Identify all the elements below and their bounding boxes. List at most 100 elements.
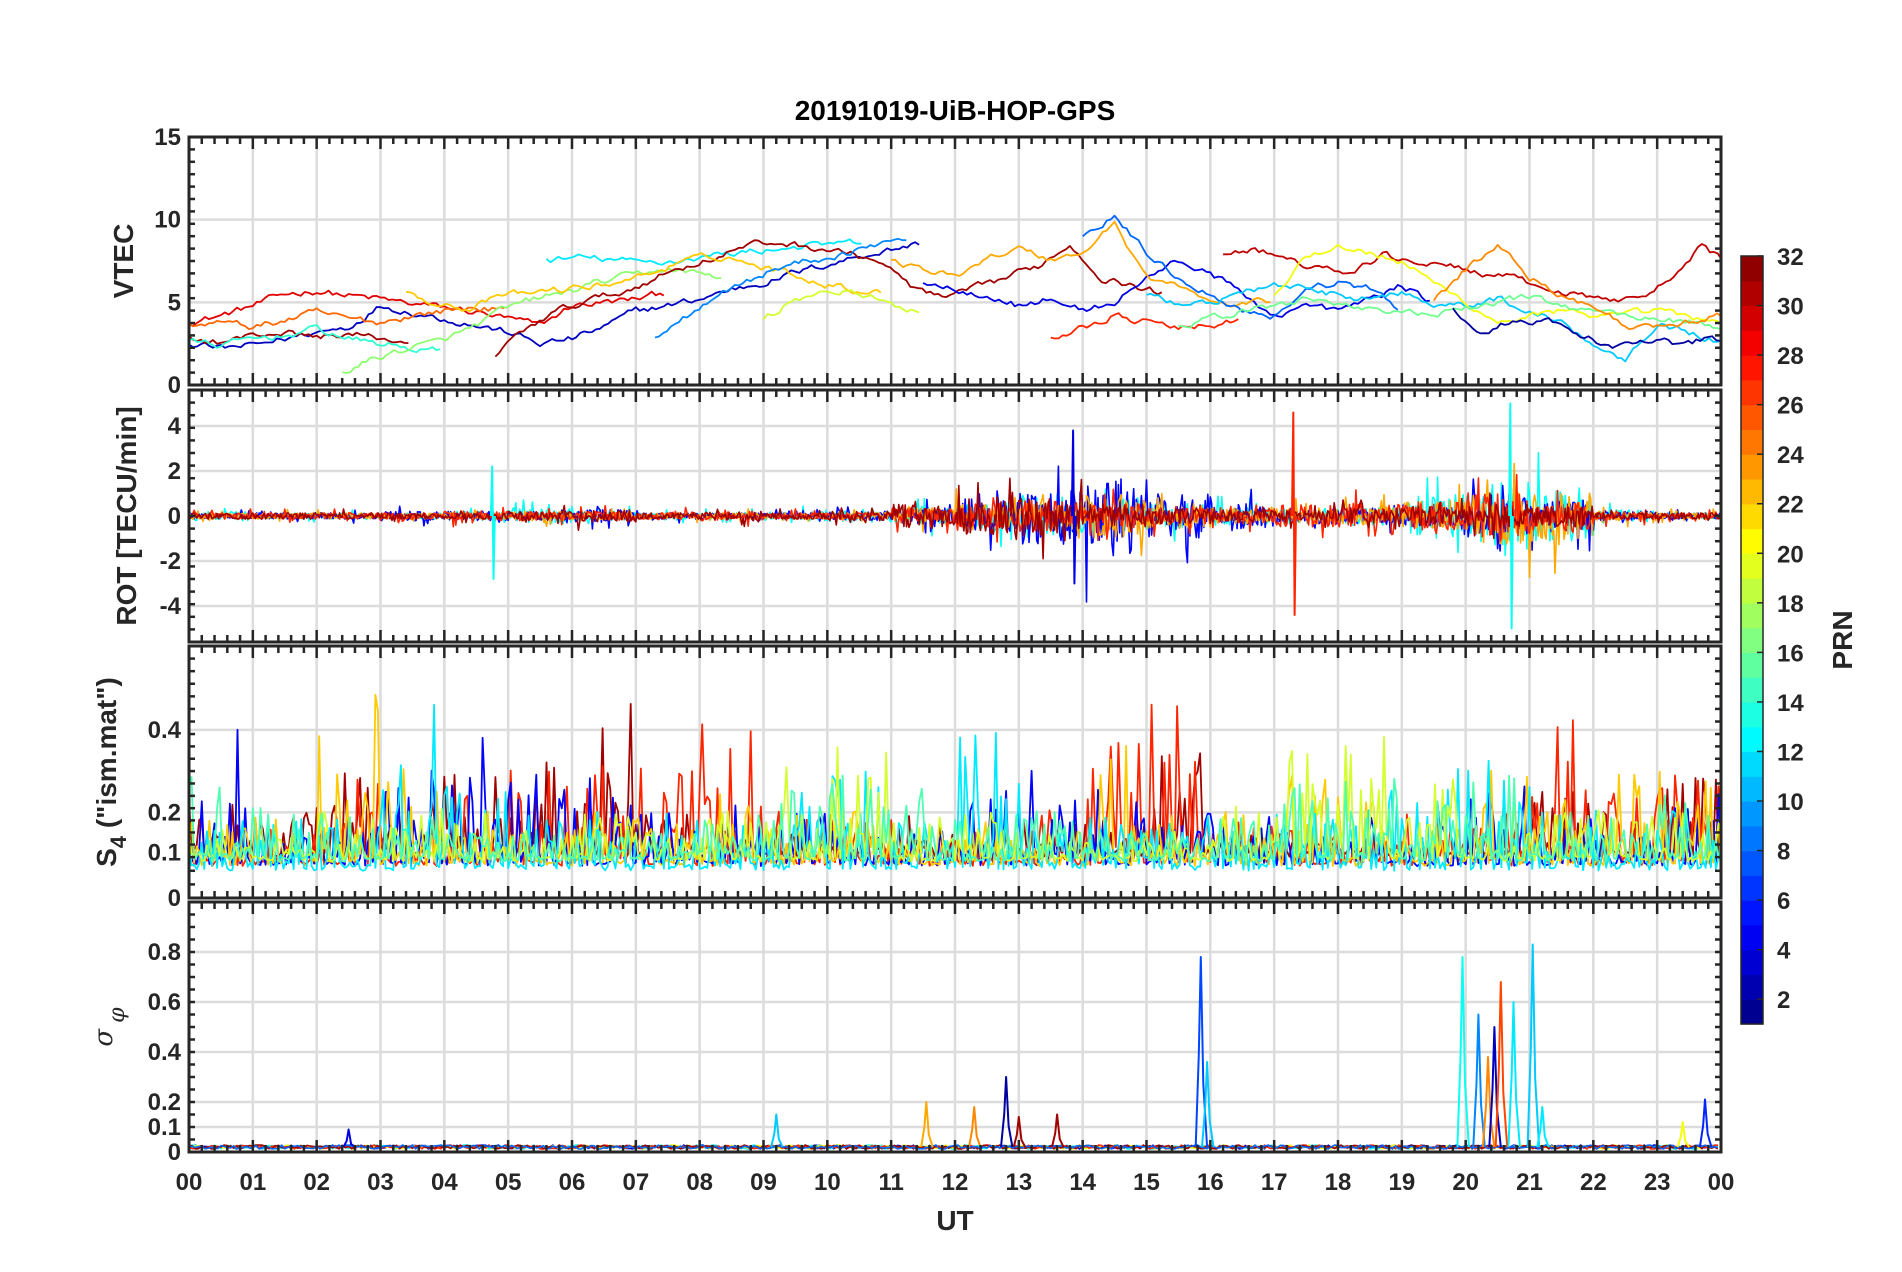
series-prn-30 — [1223, 243, 1721, 303]
colorbar-band — [1741, 652, 1763, 678]
x-tick-label: 00 — [176, 1169, 203, 1196]
x-tick-label: 07 — [622, 1169, 649, 1196]
series-group — [189, 943, 1719, 1150]
x-tick-label: 20 — [1452, 1169, 1479, 1196]
series-prn-13 — [489, 465, 496, 580]
x-tick-label: 15 — [1133, 1169, 1160, 1196]
y-tick-label: 0 — [168, 372, 181, 399]
y-tick-label: 0.1 — [148, 1114, 181, 1141]
series-prn-12 — [1507, 1001, 1521, 1148]
series-prn-16 — [1178, 293, 1721, 331]
colorbar-band — [1741, 726, 1763, 753]
series-prn-17 — [342, 267, 722, 374]
chart-title: 20191019-UiB-HOP-GPS — [795, 95, 1116, 126]
colorbar-band — [1741, 578, 1763, 604]
y-tick-label: 0.8 — [148, 939, 181, 966]
colorbar-tick-label: 26 — [1777, 393, 1804, 420]
y-tick-label: 2 — [168, 458, 181, 485]
y-tick-label: 0.4 — [148, 717, 182, 744]
y-tick-label: 0.1 — [148, 840, 181, 867]
colorbar-tick-label: 22 — [1777, 492, 1804, 519]
series-prn-20 — [1273, 243, 1721, 325]
y-tick-label: 5 — [168, 289, 181, 316]
x-tick-label: 04 — [431, 1169, 458, 1196]
x-tick-label: 10 — [814, 1169, 841, 1196]
colorbar-band — [1741, 999, 1763, 1025]
y-tick-label: 4 — [168, 413, 182, 440]
y-tick-label: 15 — [154, 124, 181, 151]
series-prn-11 — [770, 1113, 784, 1148]
y-tick-label: -4 — [160, 593, 182, 620]
colorbar-band — [1741, 280, 1763, 307]
colorbar-band — [1741, 602, 1763, 629]
colorbar-tick-label: 20 — [1777, 541, 1804, 568]
x-tick-label: 21 — [1516, 1169, 1543, 1196]
colorbar-band — [1741, 404, 1763, 431]
x-tick-label: 17 — [1261, 1169, 1288, 1196]
y-tick-label: 0 — [168, 885, 181, 912]
series-prn-25 — [189, 306, 505, 331]
colorbar-band — [1741, 875, 1763, 901]
panel-rot: -4 -2 0 2 4 ROT [TECU/min] — [111, 388, 1723, 644]
colorbar-band — [1741, 974, 1763, 1000]
y-tick-label: -2 — [160, 548, 181, 575]
series-prn-11 — [1201, 1061, 1215, 1148]
colorbar-tick-label: 4 — [1777, 938, 1791, 965]
series-group — [189, 402, 1721, 630]
colorbar-band — [1741, 305, 1763, 331]
colorbar-tick-label: 10 — [1777, 789, 1804, 816]
series-prn-22 — [405, 252, 882, 313]
y-tick-label: 0.4 — [148, 1039, 182, 1066]
x-tick-label: 19 — [1388, 1169, 1415, 1196]
series-prn-24 — [1433, 243, 1721, 331]
series-prn-9 — [1472, 1013, 1486, 1148]
colorbar-band — [1741, 677, 1763, 703]
series-prn-31 — [189, 477, 1721, 560]
x-tick-label: 03 — [367, 1169, 394, 1196]
series-prn-15 — [189, 774, 1721, 863]
colorbar-tick-label: 18 — [1777, 591, 1804, 618]
series-prn-2 — [1000, 1076, 1014, 1148]
colorbar-band — [1741, 454, 1763, 480]
y-tick-label: 0.6 — [148, 989, 181, 1016]
colorbar-band — [1741, 949, 1763, 976]
y-tick-label: 0 — [168, 1139, 181, 1166]
x-tick-label: 12 — [942, 1169, 969, 1196]
series-prn-31 — [1012, 1116, 1027, 1148]
colorbar-tick-label: 14 — [1777, 690, 1804, 717]
series-prn-31 — [494, 239, 1163, 358]
colorbar-tick-label: 24 — [1777, 442, 1804, 469]
x-tick-label: 00 — [1708, 1169, 1735, 1196]
colorbar-label: PRN — [1827, 610, 1858, 669]
series-prn-4 — [1070, 429, 1077, 585]
series-prn-24 — [1481, 1056, 1496, 1148]
x-tick-label: 18 — [1325, 1169, 1352, 1196]
series-prn-23 — [920, 1101, 934, 1148]
x-tick-label: 23 — [1644, 1169, 1671, 1196]
series-prn-29 — [189, 289, 665, 327]
colorbar-band — [1741, 478, 1763, 505]
series-prn-9 — [654, 237, 907, 339]
colorbar-band — [1741, 751, 1763, 777]
series-prn-31 — [1051, 1113, 1065, 1148]
x-tick-label: 01 — [239, 1169, 266, 1196]
colorbar-band — [1741, 553, 1763, 579]
series-prn-13 — [1508, 402, 1514, 630]
colorbar-tick-label: 6 — [1777, 888, 1790, 915]
x-tick-label: 13 — [1005, 1169, 1032, 1196]
x-tick-label: 06 — [559, 1169, 586, 1196]
x-tick-label: 05 — [495, 1169, 522, 1196]
colorbar-band — [1741, 330, 1763, 356]
series-prn-11 — [1146, 281, 1721, 363]
series-prn-6 — [1698, 1098, 1713, 1148]
series-prn-4 — [922, 259, 1430, 318]
y-tick-label: 0 — [168, 503, 181, 530]
colorbar-band — [1741, 429, 1763, 455]
series-prn-20 — [1676, 1121, 1690, 1148]
series-prn-19 — [762, 289, 920, 321]
colorbar-tick-label: 28 — [1777, 343, 1804, 370]
series-prn-13 — [1456, 956, 1470, 1148]
series-prn-4 — [342, 1128, 356, 1148]
colorbar-band — [1741, 256, 1763, 282]
